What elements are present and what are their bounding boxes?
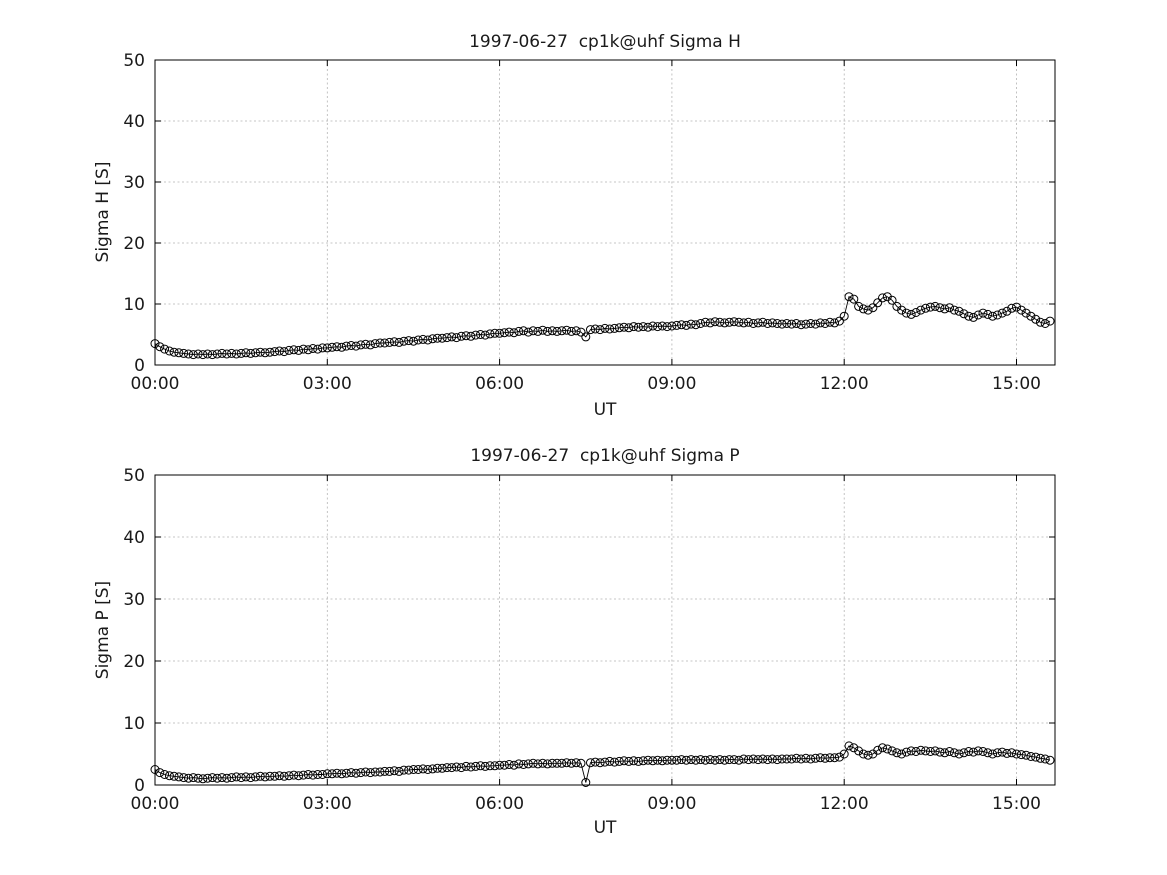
svg-text:20: 20: [123, 234, 145, 254]
svg-text:09:00: 09:00: [647, 374, 696, 394]
x-axis-label: UT: [593, 818, 617, 838]
svg-text:40: 40: [123, 528, 145, 548]
svg-text:12:00: 12:00: [820, 794, 869, 814]
svg-text:50: 50: [123, 466, 145, 486]
sigma-h-plot: 00:00 03:00 06:00 09:00 12:00 15:00 0 10 20 30 40 5…: [123, 51, 1056, 394]
svg-text:09:00: 09:00: [647, 794, 696, 814]
svg-text:00:00: 00:00: [131, 794, 180, 814]
svg-text:03:00: 03:00: [303, 794, 352, 814]
svg-text:06:00: 06:00: [475, 794, 524, 814]
svg-text:15:00: 15:00: [992, 794, 1041, 814]
svg-text:30: 30: [123, 590, 145, 610]
x-axis-label: UT: [593, 400, 617, 420]
svg-text:03:00: 03:00: [303, 374, 352, 394]
svg-text:0: 0: [134, 776, 145, 796]
svg-text:10: 10: [123, 295, 145, 315]
svg-text:12:00: 12:00: [820, 374, 869, 394]
svg-text:40: 40: [123, 112, 145, 132]
chart-title: 1997-06-27 cp1k@uhf Sigma P: [470, 446, 740, 466]
svg-text:10: 10: [123, 714, 145, 734]
svg-text:20: 20: [123, 652, 145, 672]
svg-text:50: 50: [123, 51, 145, 71]
svg-text:30: 30: [123, 173, 145, 193]
sigma-p-chart: 1997-06-27 cp1k@uhf Sigma P Sigma P [S] …: [0, 438, 1167, 875]
svg-text:06:00: 06:00: [475, 374, 524, 394]
chart-title: 1997-06-27 cp1k@uhf Sigma H: [469, 32, 741, 52]
sigma-h-chart: 1997-06-27 cp1k@uhf Sigma H Sigma H [S] …: [0, 0, 1167, 437]
svg-text:00:00: 00:00: [131, 374, 180, 394]
svg-text:0: 0: [134, 356, 145, 376]
sigma-p-plot: 00:00 03:00 06:00 09:00 12:00 15:00 0 10 20 30 40 5…: [123, 466, 1056, 814]
svg-text:15:00: 15:00: [992, 374, 1041, 394]
